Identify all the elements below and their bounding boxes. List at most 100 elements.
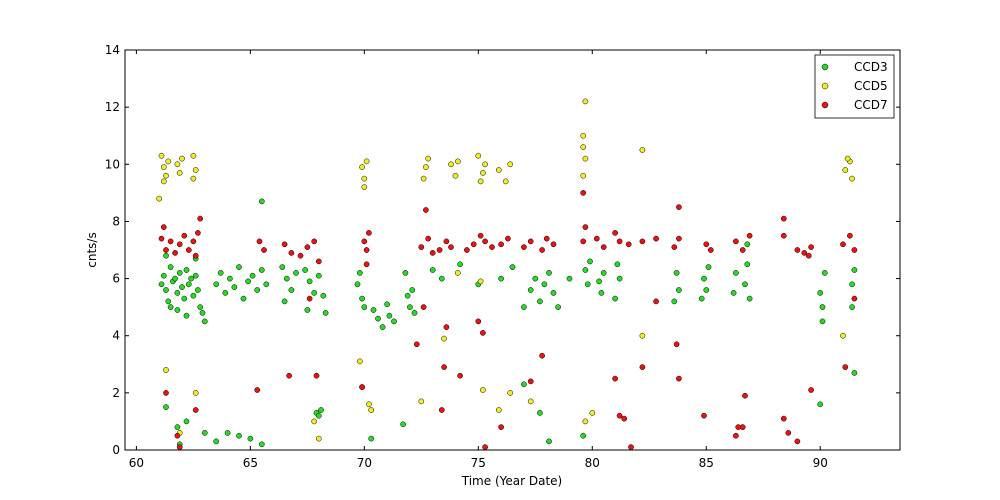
- data-point-ccd3: [179, 284, 185, 290]
- data-point-ccd7: [498, 424, 504, 430]
- data-point-ccd7: [600, 244, 607, 250]
- data-point-ccd3: [429, 267, 436, 273]
- data-point-ccd7: [181, 232, 188, 239]
- data-point-ccd7: [176, 444, 183, 450]
- data-point-ccd7: [582, 224, 589, 230]
- data-point-ccd7: [363, 247, 370, 253]
- y-tick-label: 14: [105, 43, 120, 57]
- x-tick-label: 80: [585, 456, 600, 470]
- data-point-ccd3: [311, 290, 318, 296]
- data-point-ccd7: [256, 238, 263, 245]
- data-point-ccd5: [158, 152, 165, 159]
- data-point-ccd3: [616, 275, 623, 282]
- data-point-ccd3: [701, 275, 707, 282]
- data-point-ccd7: [288, 250, 295, 256]
- data-point-ccd7: [847, 232, 853, 239]
- data-point-ccd7: [794, 247, 801, 253]
- data-point-ccd3: [819, 318, 826, 325]
- data-point-ccd3: [322, 310, 329, 316]
- data-point-ccd3: [391, 318, 397, 325]
- plot-area: [125, 50, 900, 450]
- data-point-ccd3: [201, 318, 208, 325]
- data-point-ccd3: [379, 324, 386, 330]
- data-point-ccd5: [311, 418, 318, 425]
- y-axis-ticks: 0 2 4 6 8 10 12 14: [105, 43, 900, 457]
- data-point-ccd5: [495, 167, 502, 173]
- data-point-ccd3: [315, 412, 322, 419]
- data-point-ccd7: [527, 238, 534, 245]
- data-point-ccd7: [808, 244, 814, 250]
- y-tick-label: 8: [112, 214, 120, 228]
- data-point-ccd3: [400, 421, 406, 428]
- data-point-ccd7: [701, 412, 707, 419]
- legend-label-ccd7: CCD7: [854, 98, 888, 112]
- data-point-ccd7: [413, 341, 420, 348]
- data-point-ccd7: [470, 241, 477, 248]
- data-point-ccd3: [612, 295, 618, 302]
- data-point-ccd7: [176, 241, 183, 248]
- data-point-ccd3: [541, 281, 548, 288]
- data-point-ccd5: [502, 178, 509, 185]
- data-point-ccd3: [247, 435, 254, 442]
- data-point-ccd7: [780, 215, 787, 222]
- data-point-ccd7: [158, 235, 165, 242]
- data-point-ccd3: [167, 264, 174, 270]
- data-point-ccd7: [785, 430, 792, 436]
- data-point-ccd5: [477, 178, 484, 185]
- data-point-ccd7: [425, 235, 432, 242]
- data-point-ccd5: [589, 410, 596, 416]
- data-point-ccd7: [593, 235, 600, 242]
- data-point-ccd5: [480, 387, 486, 393]
- data-point-ccd5: [165, 158, 172, 165]
- data-point-ccd3: [584, 281, 591, 288]
- data-point-ccd3: [546, 270, 552, 276]
- x-tick-label: 65: [243, 456, 258, 470]
- data-point-ccd7: [195, 230, 201, 236]
- data-point-ccd5: [160, 178, 167, 185]
- data-point-ccd3: [817, 290, 824, 296]
- data-point-ccd3: [174, 424, 181, 430]
- data-point-ccd7: [163, 390, 169, 396]
- data-point-ccd3: [614, 261, 621, 268]
- data-point-ccd7: [480, 330, 486, 336]
- data-point-ccd3: [254, 287, 261, 293]
- data-point-ccd3: [537, 298, 543, 305]
- data-point-ccd3: [185, 281, 192, 288]
- x-tick-label: 60: [129, 456, 144, 470]
- data-point-ccd5: [163, 367, 169, 373]
- data-point-ccd7: [482, 444, 488, 450]
- data-point-ccd7: [489, 244, 495, 250]
- data-point-ccd5: [639, 147, 646, 153]
- data-point-ccd7: [192, 407, 199, 413]
- data-point-ccd3: [582, 267, 589, 273]
- data-point-ccd5: [527, 398, 534, 405]
- data-point-ccd3: [746, 295, 753, 302]
- data-point-ccd7: [418, 244, 425, 250]
- data-point-ccd7: [197, 215, 204, 222]
- y-tick-label: 2: [112, 386, 120, 400]
- data-point-ccd3: [217, 270, 224, 276]
- y-tick-label: 6: [112, 272, 120, 286]
- data-point-ccd3: [158, 281, 165, 288]
- data-point-ccd3: [258, 441, 265, 448]
- y-tick-label: 0: [112, 443, 120, 457]
- legend: CCD3 CCD5 CCD7: [814, 54, 895, 119]
- data-point-ccd5: [842, 167, 849, 173]
- data-point-ccd7: [739, 424, 746, 430]
- data-point-ccd3: [733, 270, 739, 276]
- x-tick-label: 75: [471, 456, 486, 470]
- data-point-ccd7: [443, 238, 450, 245]
- data-point-ccd3: [181, 295, 188, 302]
- data-point-ccd3: [183, 267, 190, 273]
- data-point-ccd7: [673, 341, 680, 348]
- data-point-ccd5: [190, 152, 197, 159]
- data-point-ccd3: [386, 312, 393, 319]
- data-point-ccd3: [195, 287, 201, 293]
- data-point-ccd7: [612, 230, 618, 236]
- data-point-ccd3: [236, 432, 242, 439]
- data-point-ccd3: [258, 198, 265, 205]
- data-point-ccd5: [475, 152, 482, 159]
- data-point-ccd7: [498, 241, 504, 248]
- data-point-ccd3: [356, 270, 363, 276]
- data-point-ccd5: [174, 161, 181, 168]
